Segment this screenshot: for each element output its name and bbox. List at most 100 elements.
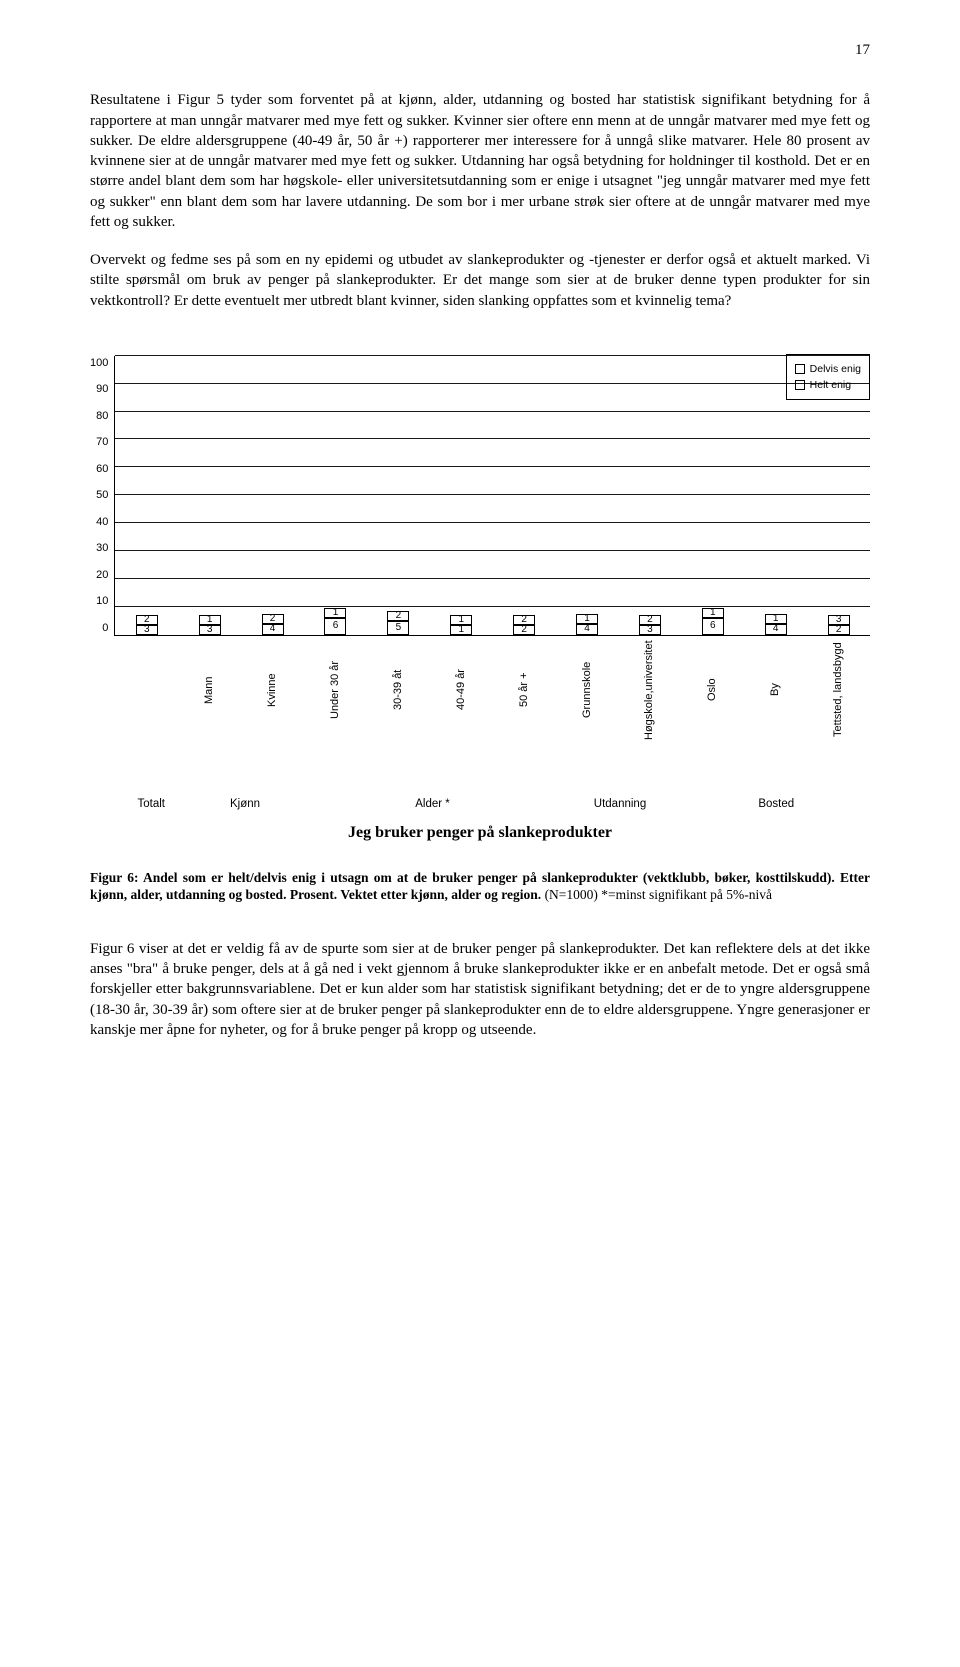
- y-tick: 60: [96, 462, 108, 477]
- bar-segment-delvis: 1: [576, 614, 598, 624]
- bar-value-label: 3: [144, 625, 150, 635]
- x-axis-label: 30-39 åt: [367, 638, 430, 748]
- x-axis-label: Høgskole,universitet: [618, 638, 681, 748]
- bar-value-label: 1: [458, 625, 464, 635]
- bar-stack: 25: [387, 611, 409, 635]
- group-label: Bosted: [683, 796, 871, 813]
- group-label: Kjønn: [183, 796, 308, 813]
- x-axis-label: Oslo: [681, 638, 744, 748]
- bar-value-label: 1: [584, 614, 590, 624]
- group-label: Alder *: [308, 796, 558, 813]
- paragraph-2: Overvekt og fedme ses på som en ny epide…: [90, 250, 870, 311]
- bar-slot: 23: [115, 356, 178, 635]
- bar-slot: 11: [430, 356, 493, 635]
- x-axis-label: 50 år +: [493, 638, 556, 748]
- bar-value-label: 2: [270, 614, 276, 624]
- page-number: 17: [90, 40, 870, 60]
- caption-nonbold: (N=1000) *=minst signifikant på 5%-nivå: [545, 887, 772, 902]
- chart-container: Delvis enig Helt enig 100908070605040302…: [90, 356, 870, 844]
- y-tick: 100: [90, 356, 108, 371]
- bar-segment-delvis: 2: [262, 614, 284, 624]
- bar-segment-helt: 4: [765, 624, 787, 635]
- gridline: [115, 438, 870, 439]
- bar-value-label: 4: [584, 624, 590, 634]
- bar-segment-delvis: 1: [765, 614, 787, 624]
- figure-caption: Figur 6: Andel som er helt/delvis enig i…: [90, 869, 870, 904]
- bar-segment-helt: 6: [324, 618, 346, 635]
- bar-stack: 32: [828, 615, 850, 635]
- bar-value-label: 2: [836, 625, 842, 635]
- y-tick: 10: [96, 594, 108, 609]
- bar-slot: 16: [681, 356, 744, 635]
- y-axis: 1009080706050403020100: [90, 356, 114, 636]
- gridline: [115, 411, 870, 412]
- bar-stack: 24: [262, 614, 284, 635]
- bar-slot: 16: [304, 356, 367, 635]
- bar-stack: 13: [199, 615, 221, 635]
- x-axis-label: Kvinne: [241, 638, 304, 748]
- gridline: [115, 606, 870, 607]
- bar-value-label: 6: [710, 621, 716, 631]
- bar-slot: 13: [178, 356, 241, 635]
- bar-value-label: 6: [333, 621, 339, 631]
- y-tick: 0: [102, 621, 108, 636]
- y-tick: 70: [96, 435, 108, 450]
- bar-slot: 23: [618, 356, 681, 635]
- y-tick: 50: [96, 488, 108, 503]
- bar-stack: 14: [576, 614, 598, 635]
- bar-value-label: 2: [396, 611, 402, 621]
- gridline: [115, 355, 870, 356]
- x-axis-label: [115, 638, 178, 748]
- bar-stack: 16: [702, 608, 724, 635]
- group-label: Utdanning: [558, 796, 683, 813]
- chart: 1009080706050403020100 23132416251122142…: [90, 356, 870, 696]
- bar-value-label: 2: [521, 625, 527, 635]
- bar-segment-delvis: 1: [324, 608, 346, 618]
- y-tick: 30: [96, 541, 108, 556]
- bar-segment-helt: 3: [199, 625, 221, 635]
- group-labels-row: TotaltKjønnAlder *UtdanningBosted: [120, 796, 870, 813]
- bar-slot: 14: [556, 356, 619, 635]
- bar-slot: 14: [744, 356, 807, 635]
- y-tick: 40: [96, 515, 108, 530]
- y-tick: 90: [96, 382, 108, 397]
- bar-value-label: 1: [710, 608, 716, 618]
- bar-stack: 14: [765, 614, 787, 635]
- bar-slot: 32: [807, 356, 870, 635]
- bar-segment-helt: 5: [387, 621, 409, 635]
- bar-segment-helt: 3: [639, 625, 661, 635]
- bar-stack: 22: [513, 615, 535, 635]
- x-axis-label: Mann: [178, 638, 241, 748]
- bar-value-label: 3: [207, 625, 213, 635]
- bar-slot: 24: [241, 356, 304, 635]
- bar-segment-helt: 3: [136, 625, 158, 635]
- bar-segment-helt: 2: [513, 625, 535, 635]
- bar-slot: 25: [367, 356, 430, 635]
- gridline: [115, 522, 870, 523]
- x-axis-labels: MannKvinneUnder 30 år30-39 åt40-49 år50 …: [115, 638, 870, 748]
- group-label: Totalt: [120, 796, 183, 813]
- bar-segment-helt: 1: [450, 625, 472, 635]
- bar-segment-helt: 2: [828, 625, 850, 635]
- bar-value-label: 1: [333, 608, 339, 618]
- bar-segment-delvis: 1: [702, 608, 724, 618]
- chart-title: Jeg bruker penger på slankeprodukter: [90, 822, 870, 844]
- x-axis-label: Grunnskole: [556, 638, 619, 748]
- bar-value-label: 4: [773, 624, 779, 634]
- paragraph-3: Figur 6 viser at det er veldig få av de …: [90, 939, 870, 1040]
- y-tick: 80: [96, 409, 108, 424]
- bar-stack: 11: [450, 615, 472, 635]
- bar-stack: 23: [136, 615, 158, 635]
- gridline: [115, 383, 870, 384]
- x-axis-label: Under 30 år: [304, 638, 367, 748]
- x-axis-label: 40-49 år: [430, 638, 493, 748]
- bar-segment-helt: 4: [262, 624, 284, 635]
- gridline: [115, 466, 870, 467]
- gridline: [115, 494, 870, 495]
- bar-segment-helt: 6: [702, 618, 724, 635]
- bar-value-label: 5: [396, 623, 402, 633]
- bar-segment-delvis: 2: [387, 611, 409, 621]
- bar-value-label: 4: [270, 624, 276, 634]
- gridline: [115, 578, 870, 579]
- gridline: [115, 550, 870, 551]
